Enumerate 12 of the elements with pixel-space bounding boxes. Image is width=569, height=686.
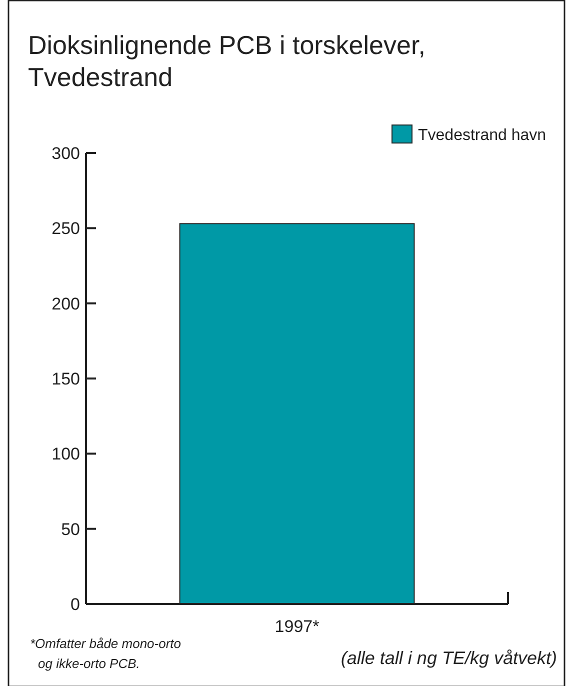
chart-title: Dioksinlignende PCB i torskelever, Tvedestrand [28, 30, 426, 92]
text: (alle tall i ng TE/kg våtvekt) [340, 648, 557, 668]
legend-label: Tvedestrand havn [418, 127, 546, 144]
y-tick-label: 200 [52, 294, 80, 314]
y-tick-label: 150 [52, 369, 80, 388]
y-tick-label: 250 [52, 219, 80, 238]
y-tick-label: 50 [61, 520, 80, 539]
text: *Omfatter både mono-orto og ikke-orto PCB. [30, 636, 182, 671]
y-tick-label: 300 [52, 144, 80, 163]
x-tick-label: 1997* [274, 617, 320, 636]
y-tick-label: 0 [70, 594, 80, 614]
y-tick-label: 100 [52, 444, 80, 464]
